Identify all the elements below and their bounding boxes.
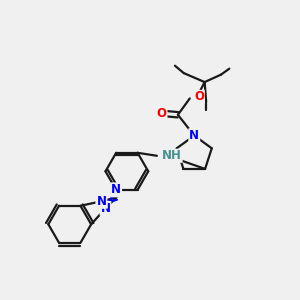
Text: N: N	[100, 202, 110, 215]
Text: N: N	[111, 183, 121, 196]
Text: O: O	[194, 90, 204, 104]
Text: N: N	[96, 195, 106, 208]
Text: NH: NH	[162, 149, 182, 162]
Text: O: O	[157, 107, 166, 120]
Text: N: N	[189, 129, 199, 142]
